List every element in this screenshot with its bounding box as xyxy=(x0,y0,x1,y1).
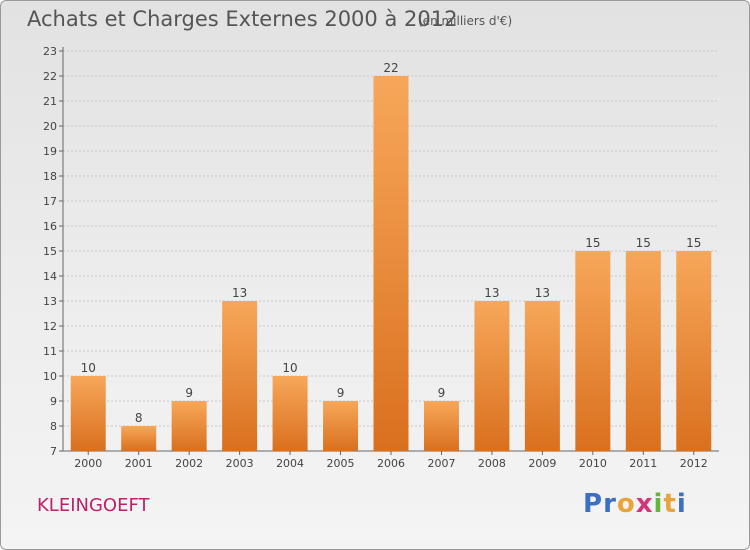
bar-2008[interactable] xyxy=(474,301,510,451)
x-tick-label: 2006 xyxy=(377,457,405,470)
x-tick-label: 2010 xyxy=(579,457,607,470)
y-tick-label: 15 xyxy=(43,245,57,258)
bar-2007[interactable] xyxy=(423,401,459,451)
x-tick-label: 2002 xyxy=(175,457,203,470)
bars xyxy=(70,76,712,451)
bar-2002[interactable] xyxy=(171,401,207,451)
y-tick-label: 17 xyxy=(43,195,57,208)
x-tick-label: 2012 xyxy=(680,457,708,470)
data-label: 15 xyxy=(636,236,651,250)
data-label: 9 xyxy=(185,386,193,400)
bar-2004[interactable] xyxy=(272,376,308,451)
y-tick-label: 12 xyxy=(43,320,57,333)
x-tick-label: 2008 xyxy=(478,457,506,470)
logo-letter: r xyxy=(603,489,617,519)
data-label: 8 xyxy=(135,411,143,425)
proxiti-logo[interactable]: Proxiti xyxy=(583,489,687,519)
x-tick-label: 2009 xyxy=(528,457,556,470)
data-label: 13 xyxy=(484,286,499,300)
y-tick-label: 23 xyxy=(43,45,57,58)
y-tick-label: 14 xyxy=(43,270,57,283)
bar-2000[interactable] xyxy=(70,376,106,451)
bar-2011[interactable] xyxy=(625,251,661,451)
y-tick-label: 16 xyxy=(43,220,57,233)
x-tick-label: 2000 xyxy=(74,457,102,470)
logo-letter: i xyxy=(653,489,664,519)
x-tick-label: 2005 xyxy=(327,457,355,470)
y-tick-label: 13 xyxy=(43,295,57,308)
bar-2010[interactable] xyxy=(575,251,611,451)
logo-letter: x xyxy=(635,489,654,519)
data-label: 15 xyxy=(585,236,600,250)
data-label: 15 xyxy=(686,236,701,250)
y-tick-label: 22 xyxy=(43,70,57,83)
y-tick-label: 10 xyxy=(43,370,57,383)
data-label: 10 xyxy=(282,361,297,375)
y-tick-label: 11 xyxy=(43,345,57,358)
labels: 2000 10 2001 8 2002 9 2003 13 2004 10 2005 9 2006 22 2… xyxy=(74,61,708,470)
y-tick-label: 18 xyxy=(43,170,57,183)
chart-title: Achats et Charges Externes 2000 à 2012 xyxy=(27,7,458,31)
x-tick-label: 2001 xyxy=(125,457,153,470)
data-label: 10 xyxy=(81,361,96,375)
x-tick-label: 2011 xyxy=(629,457,657,470)
logo-letter: t xyxy=(663,489,677,519)
commune-name: KLEINGOEFT xyxy=(37,495,150,516)
y-tick-label: 8 xyxy=(50,420,57,433)
y-tick-label: 21 xyxy=(43,95,57,108)
data-label: 9 xyxy=(438,386,446,400)
x-tick-label: 2004 xyxy=(276,457,304,470)
logo-letter: P xyxy=(583,489,604,519)
x-tick-label: 2003 xyxy=(226,457,254,470)
bar-2005[interactable] xyxy=(323,401,359,451)
y-tick-label: 9 xyxy=(50,395,57,408)
data-label: 22 xyxy=(383,61,398,75)
bar-2001[interactable] xyxy=(121,426,157,451)
bar-2006[interactable] xyxy=(373,76,409,451)
data-label: 9 xyxy=(337,386,345,400)
y-tick-label: 7 xyxy=(50,445,57,458)
logo-letter: o xyxy=(616,489,636,519)
data-label: 13 xyxy=(535,286,550,300)
bar-2003[interactable] xyxy=(222,301,258,451)
y-tick-label: 19 xyxy=(43,145,57,158)
chart-subtitle: (en milliers d'€) xyxy=(418,14,513,28)
y-tick-label: 20 xyxy=(43,120,57,133)
logo-letter: i xyxy=(676,489,687,519)
bar-2009[interactable] xyxy=(524,301,560,451)
x-tick-label: 2007 xyxy=(427,457,455,470)
bar-2012[interactable] xyxy=(676,251,712,451)
data-label: 13 xyxy=(232,286,247,300)
